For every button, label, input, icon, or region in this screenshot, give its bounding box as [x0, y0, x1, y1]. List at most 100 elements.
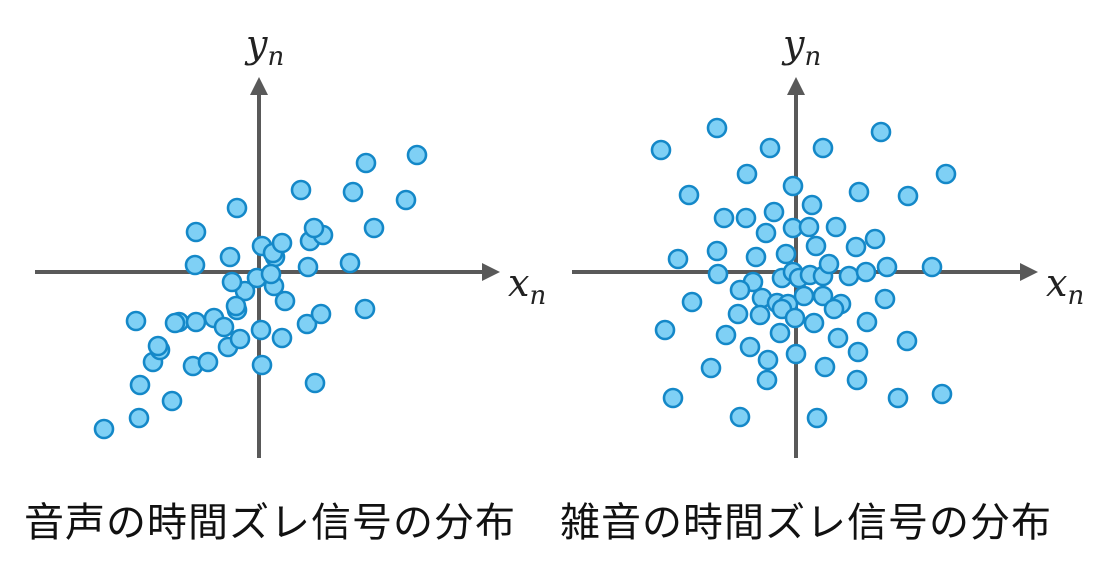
noise-data-point: [678, 184, 700, 206]
noise-data-point: [845, 236, 867, 258]
noise-data-point: [759, 137, 781, 159]
noise-data-point: [763, 201, 785, 223]
speech-x-axis-label: xn: [508, 261, 546, 311]
noise-data-point: [848, 181, 870, 203]
noise-data-point: [713, 207, 735, 229]
speech-data-point: [310, 303, 332, 325]
noise-data-point: [736, 163, 758, 185]
noise-scatter-plot: xn yn: [572, 22, 1084, 458]
speech-data-point: [125, 310, 147, 332]
noise-data-point: [864, 228, 886, 250]
noise-data-point: [715, 324, 737, 346]
speech-data-point: [395, 189, 417, 211]
speech-data-point: [164, 312, 186, 334]
noise-points: [650, 117, 957, 429]
speech-data-point: [185, 221, 207, 243]
speech-data-point: [213, 316, 235, 338]
speech-data-point: [274, 290, 296, 312]
noise-data-point: [755, 222, 777, 244]
speech-y-axis-arrowhead: [250, 77, 268, 95]
speech-data-point: [363, 217, 385, 239]
speech-data-point: [225, 295, 247, 317]
noise-x-axis-label: xn: [1046, 261, 1084, 311]
noise-data-point: [667, 248, 689, 270]
noise-data-point: [856, 311, 878, 333]
noise-data-point: [825, 216, 847, 238]
speech-data-point: [147, 335, 169, 357]
noise-data-point: [812, 285, 834, 307]
noise-data-point: [818, 253, 840, 275]
speech-data-point: [197, 351, 219, 373]
noise-data-point: [654, 319, 676, 341]
speech-data-point: [161, 390, 183, 412]
noise-data-point: [782, 175, 804, 197]
speech-data-point: [93, 418, 115, 440]
noise-data-point: [874, 288, 896, 310]
noise-data-point: [735, 207, 757, 229]
speech-data-point: [226, 197, 248, 219]
noise-data-point: [785, 343, 807, 365]
noise-data-point: [706, 240, 728, 262]
noise-data-point: [729, 279, 751, 301]
noise-data-point: [847, 341, 869, 363]
speech-data-point: [221, 271, 243, 293]
speech-data-point: [271, 232, 293, 254]
noise-data-point: [793, 285, 815, 307]
noise-caption: 雑音の時間ズレ信号の分布: [560, 500, 1052, 546]
speech-data-point: [354, 298, 376, 320]
noise-x-axis-arrowhead: [1020, 263, 1038, 281]
speech-data-point: [185, 311, 207, 333]
noise-data-point: [855, 261, 877, 283]
noise-y-axis-arrowhead: [787, 77, 805, 95]
speech-data-point: [339, 252, 361, 274]
noise-data-point: [769, 322, 791, 344]
speech-data-point: [304, 372, 326, 394]
noise-data-point: [700, 357, 722, 379]
noise-data-point: [756, 369, 778, 391]
speech-data-point: [297, 256, 319, 278]
noise-data-point: [812, 137, 834, 159]
noise-data-point: [897, 185, 919, 207]
noise-data-point: [662, 387, 684, 409]
noise-y-axis-label: yn: [781, 22, 821, 72]
speech-data-point: [290, 179, 312, 201]
noise-data-point: [739, 336, 761, 358]
noise-data-point: [749, 304, 771, 326]
noise-data-point: [806, 407, 828, 429]
speech-scatter-plot: xn yn: [35, 22, 546, 458]
speech-data-point: [250, 319, 272, 341]
noise-data-point: [876, 256, 898, 278]
speech-data-point: [342, 181, 364, 203]
speech-caption: 音声の時間ズレ信号の分布: [24, 500, 516, 546]
noise-data-point: [827, 327, 849, 349]
noise-data-point: [745, 246, 767, 268]
noise-data-point: [814, 356, 836, 378]
noise-data-point: [650, 139, 672, 161]
noise-data-point: [931, 383, 953, 405]
speech-data-point: [355, 152, 377, 174]
speech-data-point: [303, 217, 325, 239]
speech-data-point: [296, 313, 318, 335]
noise-data-point: [803, 312, 825, 334]
noise-data-point: [706, 117, 728, 139]
speech-data-point: [219, 246, 241, 268]
noise-data-point: [681, 291, 703, 313]
speech-y-axis-label: yn: [244, 22, 284, 72]
noise-data-point: [775, 243, 797, 265]
noise-data-point: [757, 349, 779, 371]
noise-data-point: [838, 265, 860, 287]
noise-data-point: [707, 263, 729, 285]
speech-data-point: [271, 327, 293, 349]
noise-data-point: [729, 406, 751, 428]
noise-data-point: [798, 216, 820, 238]
noise-data-point: [870, 121, 892, 143]
noise-data-point: [801, 194, 823, 216]
noise-data-point: [727, 303, 749, 325]
noise-data-point: [935, 163, 957, 185]
noise-data-point: [887, 387, 909, 409]
speech-data-point: [129, 374, 151, 396]
noise-data-point: [784, 307, 806, 329]
speech-data-point: [406, 144, 428, 166]
noise-data-point: [846, 369, 868, 391]
